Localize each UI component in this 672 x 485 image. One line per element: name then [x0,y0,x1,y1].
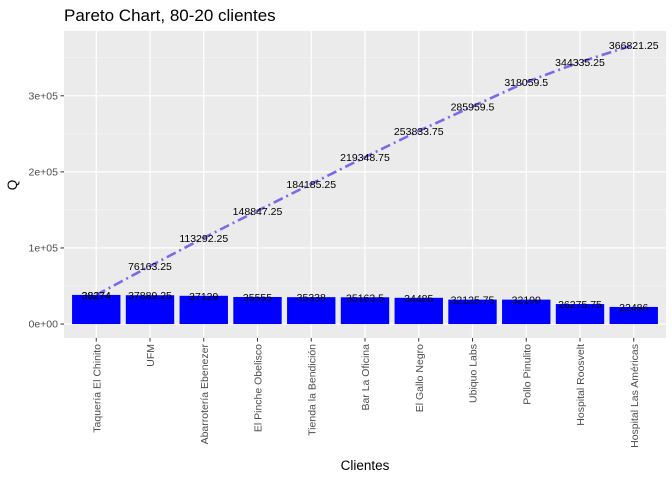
bar-value-label: 32100 [512,295,541,307]
bar [609,306,658,325]
bar [555,304,605,325]
bar-value-label: 32125.75 [451,295,495,307]
bar [179,295,228,325]
line-value-label: 219348.75 [340,152,390,164]
bar-value-label: 35338 [297,292,326,304]
bar [394,297,443,325]
x-tick-label: Pollo Pinulito [521,344,533,405]
bar-value-label: 35555 [243,292,272,304]
bar [125,295,175,325]
bar [72,294,121,325]
y-tick-label: 2e+05 [29,166,59,178]
line-value-label: 184185.25 [286,179,336,191]
x-tick-label: Ubiquo Labs [468,344,480,403]
y-axis-title: Q [5,180,20,191]
line-value-label: 148847.25 [233,206,283,218]
bar-series [72,294,658,325]
x-tick-label: Abarrotería Ebenezer [199,344,211,445]
bar-value-label: 37129 [189,291,218,303]
x-tick-label: Bar La Oficina [360,344,372,411]
line-value-label: 285959.5 [451,101,495,113]
bar-value-label: 38274 [82,290,111,302]
line-value-label: 366821.25 [609,40,659,52]
x-tick-label: Hospital Las Américas [629,344,641,448]
line-value-label: 344335.25 [555,57,605,69]
y-tick-label: 1e+05 [29,242,59,254]
line-value-label: 76163.25 [128,261,172,273]
bar-value-label: 22486 [619,302,648,314]
x-tick-label: El Gallo Negro [414,344,426,412]
x-tick-label: UFM [145,344,157,367]
line-value-label: 253833.75 [394,126,444,138]
data-labels: 38274 37889.25 37129 35555 35338 35163.5 34485… [82,40,659,314]
bar-value-label: 37889.25 [128,290,172,302]
line-value-label: 113292.25 [179,233,228,245]
bar [502,299,551,325]
grid-lines [64,31,666,338]
x-tick-label: Hospital Roosvelt [575,344,587,426]
bar [448,299,497,325]
bar-value-label: 35163.5 [346,292,384,304]
x-tick-label: Tienda la Bendición [306,344,318,436]
bar [287,297,336,325]
x-axis-title: Clientes [341,458,390,473]
line-value-label: 318059.5 [504,77,548,89]
chart-title: Pareto Chart, 80-20 clientes [64,6,276,25]
line-value-label: 38274 [82,290,111,302]
cumulative-line [95,43,635,297]
x-tick-label: El Pinche Obelisco [253,344,265,432]
cumulative-line-series [95,43,635,297]
bar-value-label: 26275.75 [558,299,602,311]
y-tick-label: 0e+00 [29,319,59,331]
x-tick-label: Taquería El Chinito [91,344,103,433]
bar [233,296,282,325]
bar-value-label: 34485 [404,293,433,305]
y-tick-label: 3e+05 [29,90,59,102]
axes: 0e+00 1e+05 2e+05 3e+05 Taquería El Chinito U… [29,90,641,448]
bar [340,297,390,325]
